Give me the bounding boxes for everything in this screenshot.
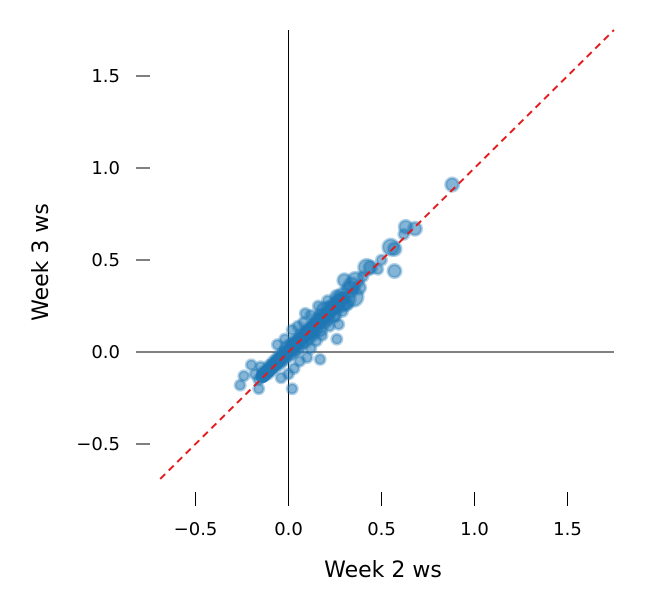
x-tick-label: 0.0 <box>274 519 303 540</box>
data-point <box>233 378 247 392</box>
data-point <box>315 328 329 342</box>
y-axis-title: Week 3 ws <box>29 203 54 321</box>
data-point <box>278 332 292 346</box>
y-tick-label: −0.5 <box>76 434 120 455</box>
x-axis-title: Week 2 ws <box>324 558 442 583</box>
data-point <box>313 352 327 366</box>
data-point <box>381 237 401 257</box>
x-tick-label: 0.5 <box>367 519 396 540</box>
x-tick-label: 1.5 <box>553 519 582 540</box>
y-tick-label: 1.0 <box>91 158 120 179</box>
data-point <box>252 382 266 396</box>
x-tick-label: 1.0 <box>460 519 489 540</box>
data-point <box>237 369 251 383</box>
y-tick-label: 0.5 <box>91 250 120 271</box>
data-point <box>298 306 312 320</box>
x-axis: −0.5 0.0 0.5 1.0 1.5 <box>174 492 582 540</box>
y-axis: −0.5 0.0 0.5 1.0 1.5 <box>76 66 150 455</box>
data-point <box>342 276 362 296</box>
data-point <box>300 351 314 365</box>
data-point <box>270 338 284 352</box>
data-point <box>311 299 325 313</box>
x-tick-label: −0.5 <box>174 519 218 540</box>
data-point <box>274 371 288 385</box>
data-point <box>322 319 336 333</box>
data-point <box>386 263 403 280</box>
data-point <box>304 341 318 355</box>
data-point <box>285 382 299 396</box>
data-point <box>285 323 299 337</box>
data-point <box>330 332 344 346</box>
plot-area <box>136 29 615 504</box>
data-point <box>244 358 258 372</box>
y-tick-label: 1.5 <box>91 66 120 87</box>
reference-line <box>159 29 615 480</box>
y-tick-label: 0.0 <box>91 342 120 363</box>
